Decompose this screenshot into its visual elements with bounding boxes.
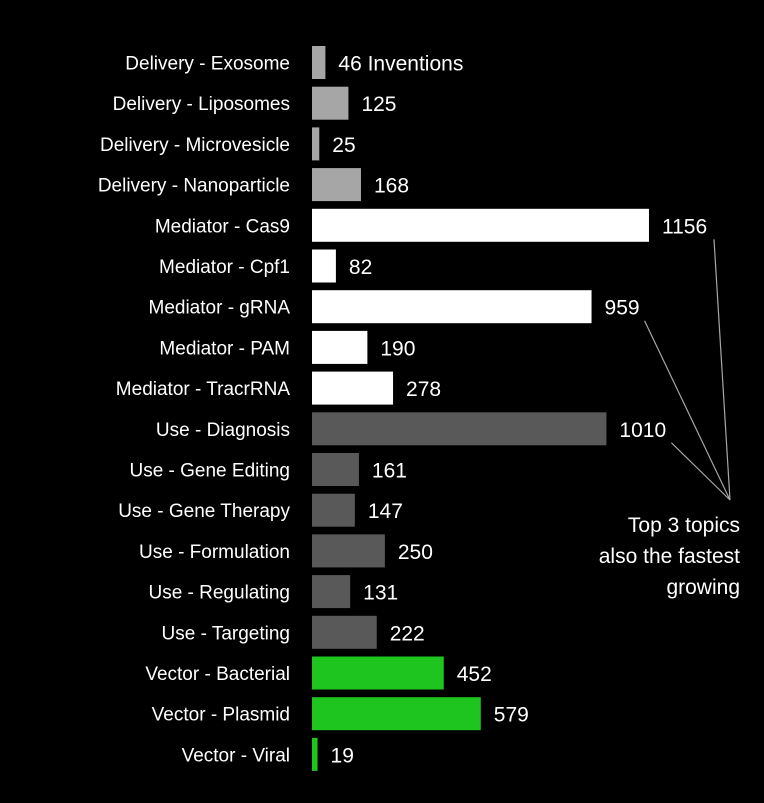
bar-use-gene-therapy	[312, 493, 355, 527]
annotation-pointer-lines	[644, 239, 731, 501]
value-label-vector-bacterial: 452	[457, 663, 492, 686]
bar-vector-viral	[312, 737, 318, 771]
value-label-mediator-cpf1: 82	[349, 256, 372, 279]
value-label-use-targeting: 222	[390, 622, 425, 645]
value-label-use-regulating: 131	[363, 582, 398, 605]
value-label-mediator-cas9: 1156	[662, 215, 707, 238]
value-labels: 46 Inventions 125 25 168 1156 82 959 190 278 1010…	[331, 53, 708, 768]
category-label-vector-viral: Vector - Viral	[182, 745, 290, 766]
annotation-line-3: growing	[666, 576, 740, 599]
category-label-use-gene-editing: Use - Gene Editing	[129, 461, 290, 482]
bar-delivery-exosome	[312, 46, 326, 79]
value-label-use-formulation: 250	[398, 541, 433, 564]
bar-delivery-microvesicle	[312, 127, 320, 161]
bar-use-diagnosis	[312, 412, 607, 446]
value-label-use-gene-editing: 161	[372, 460, 407, 483]
bar-use-formulation	[312, 534, 385, 568]
bar-mediator-cpf1	[312, 249, 336, 283]
value-label-use-gene-therapy: 147	[368, 500, 403, 523]
category-label-mediator-pam: Mediator - PAM	[159, 338, 290, 359]
annotation-pointer-mediator-cas9	[713, 239, 731, 501]
value-label-mediator-pam: 190	[380, 337, 415, 360]
value-label-vector-plasmid: 579	[494, 704, 529, 727]
category-label-delivery-nanoparticle: Delivery - Nanoparticle	[98, 176, 290, 197]
category-labels: Delivery - Exosome Delivery - Liposomes De…	[98, 54, 291, 767]
category-label-use-formulation: Use - Formulation	[139, 542, 290, 563]
annotation-line-2: also the fastest	[599, 545, 740, 568]
bar-mediator-pam	[312, 330, 368, 364]
category-label-vector-bacterial: Vector - Bacterial	[145, 664, 290, 685]
category-label-vector-plasmid: Vector - Plasmid	[152, 705, 290, 726]
annotation-line-1: Top 3 topics	[628, 514, 740, 537]
bars-group	[312, 46, 649, 771]
value-label-delivery-liposomes: 125	[361, 93, 396, 116]
category-label-delivery-liposomes: Delivery - Liposomes	[113, 94, 290, 115]
value-label-vector-viral: 19	[331, 744, 354, 767]
bar-mediator-tracrrna	[312, 371, 394, 405]
bar-vector-plasmid	[312, 697, 481, 731]
category-label-use-regulating: Use - Regulating	[148, 583, 290, 604]
category-label-mediator-grna: Mediator - gRNA	[149, 298, 291, 319]
annotation-pointer-use-diagnosis	[670, 442, 731, 501]
value-label-delivery-nanoparticle: 168	[374, 175, 409, 198]
value-label-mediator-grna: 959	[605, 297, 640, 320]
category-label-delivery-exosome: Delivery - Exosome	[125, 54, 290, 75]
category-label-mediator-cpf1: Mediator - Cpf1	[159, 257, 290, 278]
bar-mediator-grna	[312, 290, 592, 324]
bar-delivery-liposomes	[312, 86, 349, 120]
bar-delivery-nanoparticle	[312, 168, 361, 202]
bar-use-gene-editing	[312, 453, 359, 486]
bar-mediator-cas9	[312, 208, 649, 242]
bar-use-targeting	[312, 615, 377, 649]
category-label-use-gene-therapy: Use - Gene Therapy	[118, 501, 290, 522]
value-label-mediator-tracrrna: 278	[406, 378, 441, 401]
value-label-delivery-microvesicle: 25	[332, 134, 355, 157]
bar-vector-bacterial	[312, 656, 444, 690]
value-label-delivery-exosome: 46 Inventions	[338, 53, 463, 76]
bar-use-regulating	[312, 575, 351, 609]
annotation-pointer-mediator-grna	[644, 320, 731, 501]
category-label-mediator-cas9: Mediator - Cas9	[155, 216, 290, 237]
category-label-use-targeting: Use - Targeting	[162, 623, 291, 644]
category-label-use-diagnosis: Use - Diagnosis	[156, 420, 290, 441]
category-label-mediator-tracrrna: Mediator - TracrRNA	[116, 379, 291, 400]
annotation-group: Top 3 topics also the fastest growing	[599, 239, 740, 599]
value-label-use-diagnosis: 1010	[619, 419, 666, 442]
category-label-delivery-microvesicle: Delivery - Microvesicle	[100, 135, 290, 156]
